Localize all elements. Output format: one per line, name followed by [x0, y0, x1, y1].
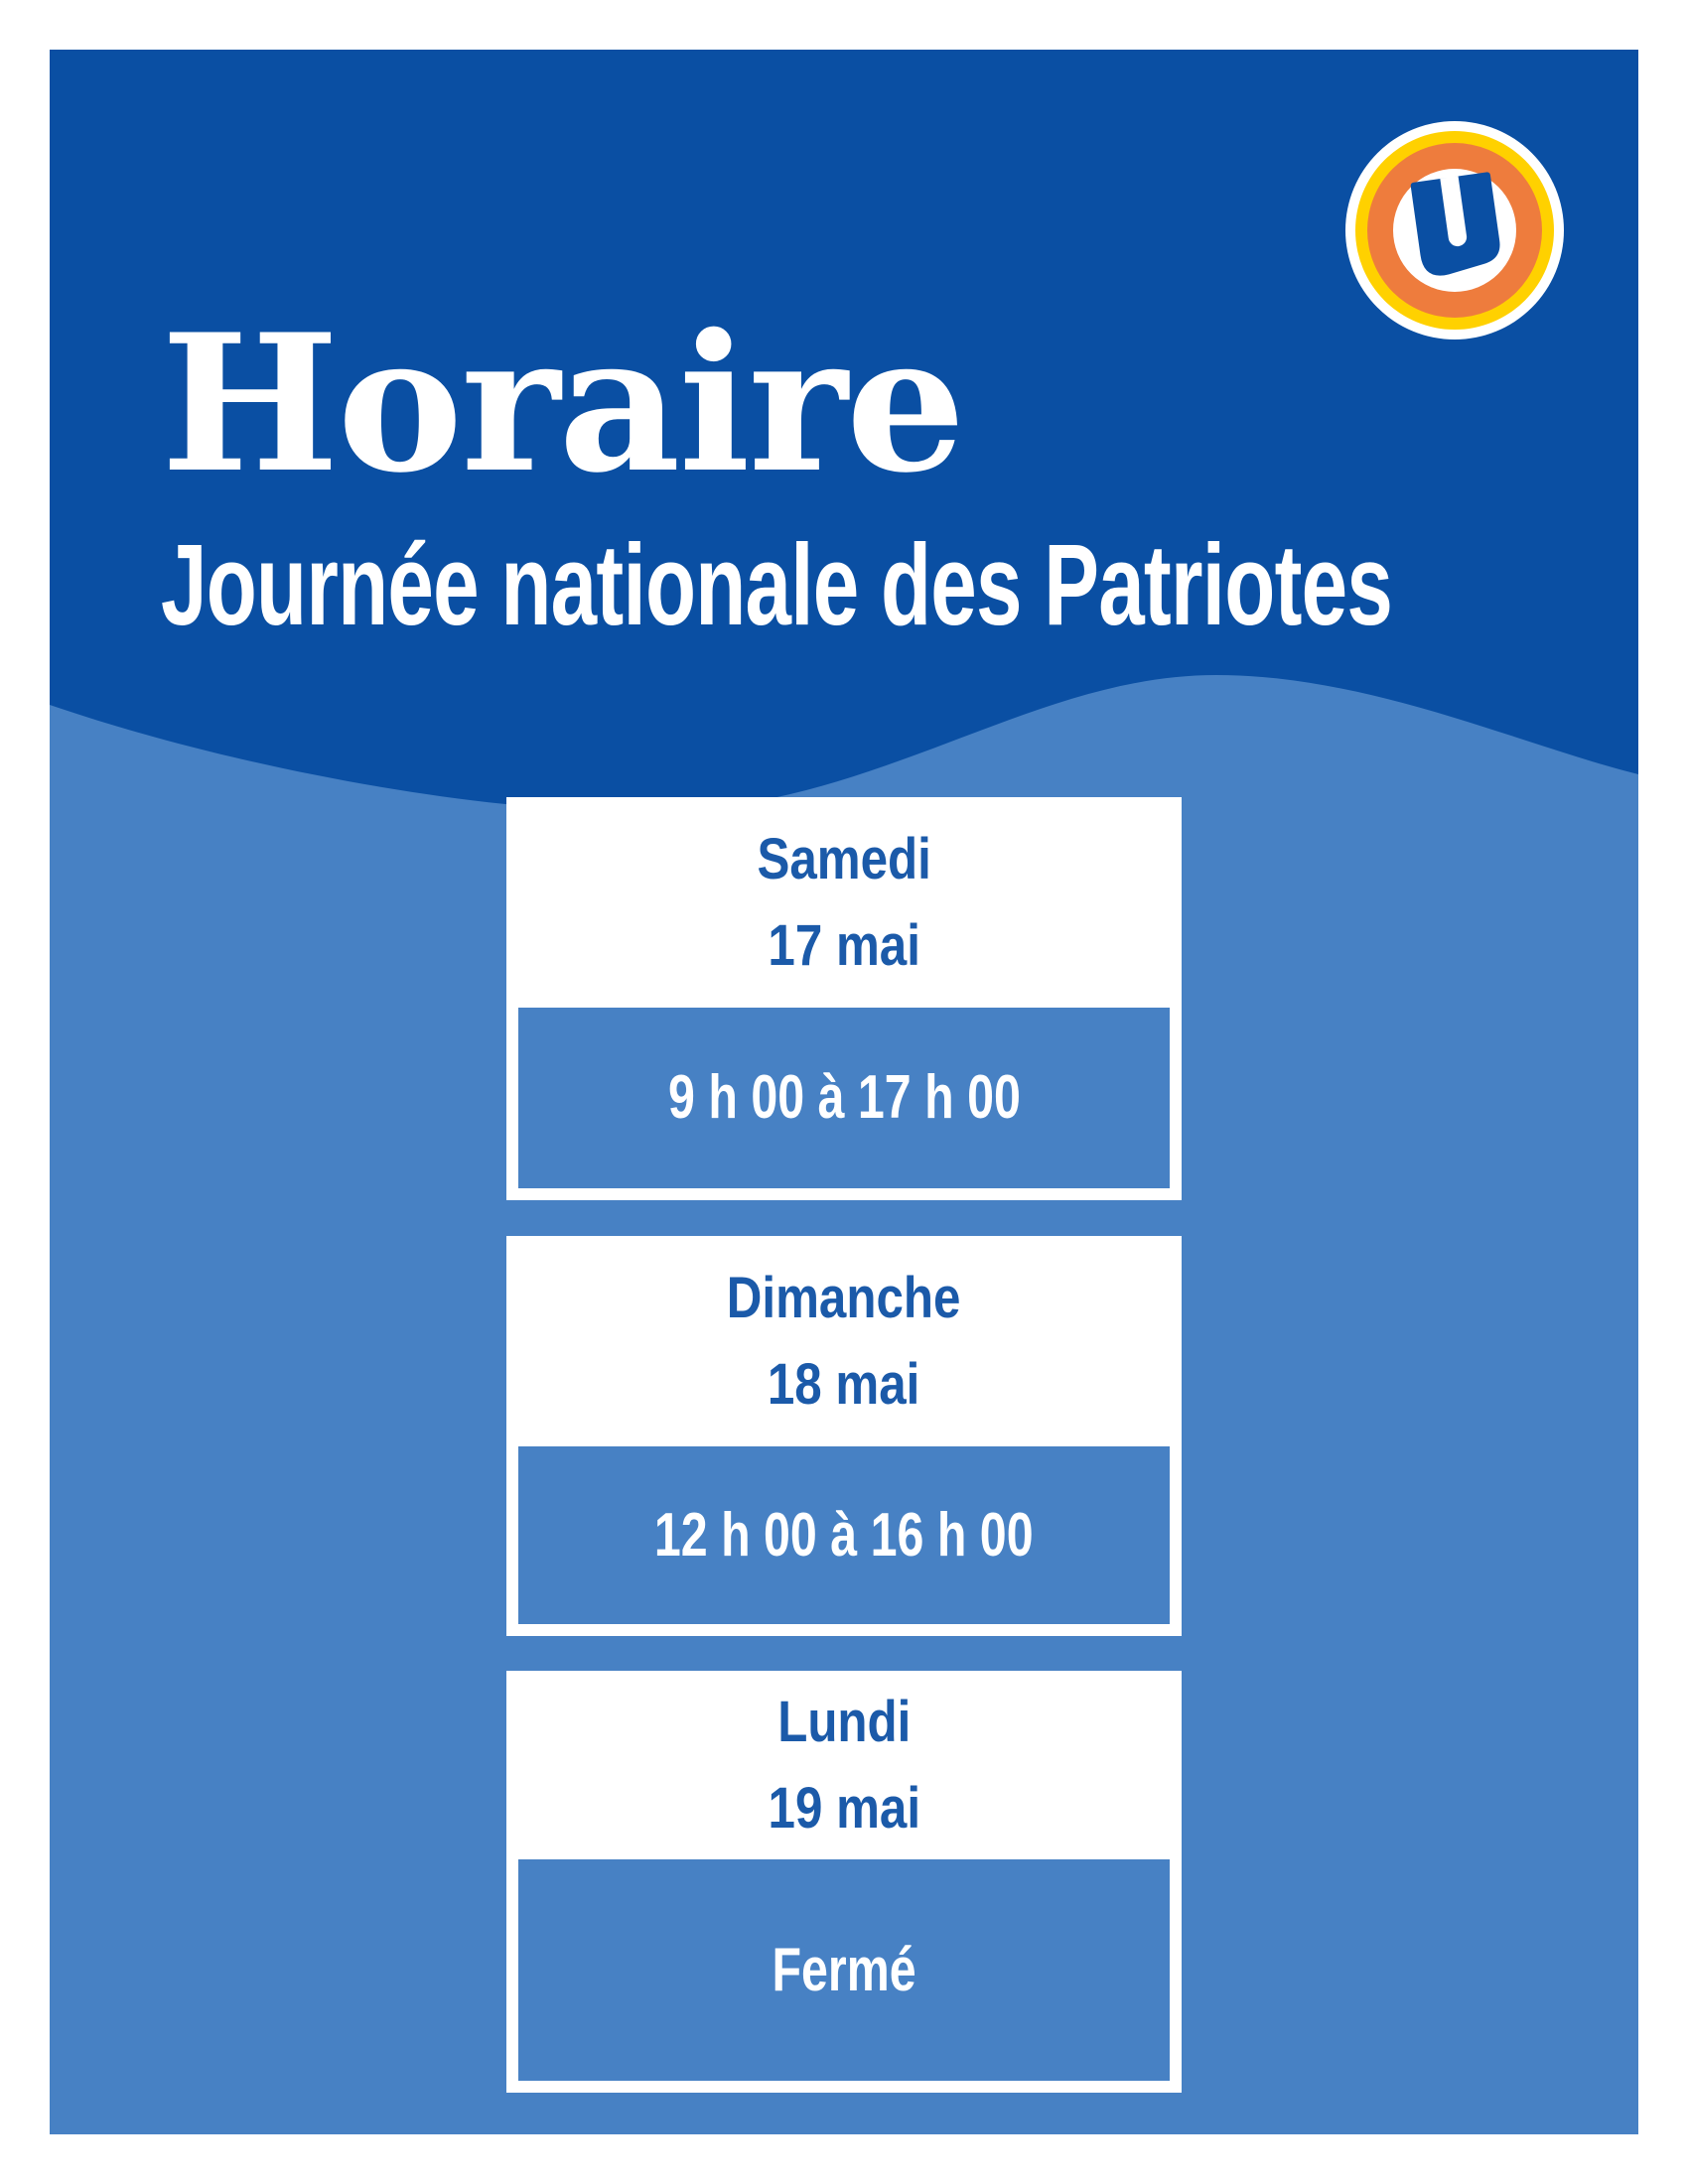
day-name: Lundi	[776, 1690, 912, 1754]
logo-white-disc	[1393, 169, 1516, 292]
hours-value: 9 h 00 à 17 h 00	[667, 1063, 1021, 1132]
day-date: 18 mai	[768, 1352, 920, 1417]
hours-value: Fermé	[772, 1935, 916, 2004]
day-name: Dimanche	[727, 1266, 961, 1330]
day-name: Samedi	[757, 827, 931, 891]
hours-value: 12 h 00 à 16 h 00	[654, 1500, 1034, 1570]
card-day-header: Lundi 19 mai	[506, 1671, 1182, 1859]
schedule-card-lundi: Lundi 19 mai Fermé	[506, 1671, 1182, 2093]
header-wave-shape	[50, 50, 1638, 812]
day-date: 19 mai	[768, 1776, 920, 1841]
schedule-card-samedi: Samedi 17 mai 9 h 00 à 17 h 00	[506, 797, 1182, 1200]
card-day-header: Dimanche 18 mai	[506, 1236, 1182, 1446]
card-day-header: Samedi 17 mai	[506, 797, 1182, 1008]
u-letter-icon	[1410, 172, 1500, 276]
hours-panel: 12 h 00 à 16 h 00	[518, 1446, 1170, 1624]
poster-canvas: Horaire Journée nationale des Patriotes …	[50, 50, 1638, 2134]
page-subtitle: Journée nationale des Patriotes	[161, 520, 1393, 649]
u-brand-logo	[1345, 121, 1564, 340]
schedule-card-dimanche: Dimanche 18 mai 12 h 00 à 16 h 00	[506, 1236, 1182, 1636]
hours-panel: 9 h 00 à 17 h 00	[518, 1008, 1170, 1188]
day-date: 17 mai	[768, 913, 920, 978]
hours-panel: Fermé	[518, 1859, 1170, 2081]
page-title: Horaire	[161, 293, 966, 514]
